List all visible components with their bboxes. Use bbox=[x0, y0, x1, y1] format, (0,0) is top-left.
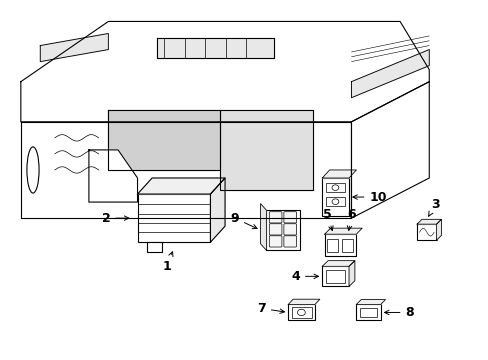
Polygon shape bbox=[351, 82, 428, 218]
FancyBboxPatch shape bbox=[325, 197, 344, 206]
FancyBboxPatch shape bbox=[360, 308, 376, 317]
Polygon shape bbox=[436, 219, 441, 240]
Polygon shape bbox=[324, 228, 362, 234]
Text: 7: 7 bbox=[257, 302, 284, 315]
Polygon shape bbox=[322, 170, 356, 178]
Text: 2: 2 bbox=[102, 212, 128, 225]
FancyBboxPatch shape bbox=[137, 194, 210, 242]
Text: 8: 8 bbox=[384, 306, 413, 319]
Polygon shape bbox=[40, 33, 108, 62]
FancyBboxPatch shape bbox=[326, 239, 338, 252]
Polygon shape bbox=[287, 299, 319, 305]
FancyBboxPatch shape bbox=[341, 239, 352, 252]
Ellipse shape bbox=[27, 147, 39, 193]
FancyBboxPatch shape bbox=[269, 224, 282, 235]
FancyBboxPatch shape bbox=[269, 236, 282, 247]
Polygon shape bbox=[210, 178, 224, 242]
FancyBboxPatch shape bbox=[291, 307, 311, 318]
FancyBboxPatch shape bbox=[325, 183, 344, 192]
Text: 3: 3 bbox=[428, 198, 439, 216]
Text: 5: 5 bbox=[322, 208, 332, 230]
Polygon shape bbox=[351, 50, 428, 98]
FancyBboxPatch shape bbox=[356, 305, 380, 320]
Polygon shape bbox=[260, 204, 266, 250]
Polygon shape bbox=[89, 150, 137, 202]
FancyBboxPatch shape bbox=[325, 270, 344, 283]
Text: 4: 4 bbox=[290, 270, 318, 283]
FancyBboxPatch shape bbox=[322, 178, 348, 216]
FancyBboxPatch shape bbox=[284, 212, 296, 223]
Text: 9: 9 bbox=[230, 212, 257, 229]
FancyBboxPatch shape bbox=[147, 242, 162, 252]
FancyBboxPatch shape bbox=[284, 224, 296, 235]
Polygon shape bbox=[21, 22, 428, 122]
FancyBboxPatch shape bbox=[324, 234, 356, 256]
Circle shape bbox=[331, 185, 338, 190]
FancyBboxPatch shape bbox=[284, 236, 296, 247]
FancyBboxPatch shape bbox=[269, 212, 282, 223]
Text: 6: 6 bbox=[346, 208, 355, 230]
Polygon shape bbox=[220, 110, 312, 190]
Polygon shape bbox=[322, 261, 354, 266]
Text: 10: 10 bbox=[352, 190, 386, 203]
Polygon shape bbox=[137, 178, 224, 194]
FancyBboxPatch shape bbox=[322, 266, 348, 286]
Circle shape bbox=[331, 199, 338, 204]
FancyBboxPatch shape bbox=[287, 305, 314, 320]
Polygon shape bbox=[157, 37, 273, 58]
Polygon shape bbox=[108, 110, 220, 170]
Polygon shape bbox=[416, 219, 441, 224]
FancyBboxPatch shape bbox=[266, 210, 300, 250]
Polygon shape bbox=[356, 300, 385, 305]
Polygon shape bbox=[21, 122, 351, 218]
FancyBboxPatch shape bbox=[416, 224, 436, 240]
Polygon shape bbox=[348, 261, 354, 286]
Circle shape bbox=[297, 309, 305, 316]
Text: 1: 1 bbox=[162, 252, 173, 273]
